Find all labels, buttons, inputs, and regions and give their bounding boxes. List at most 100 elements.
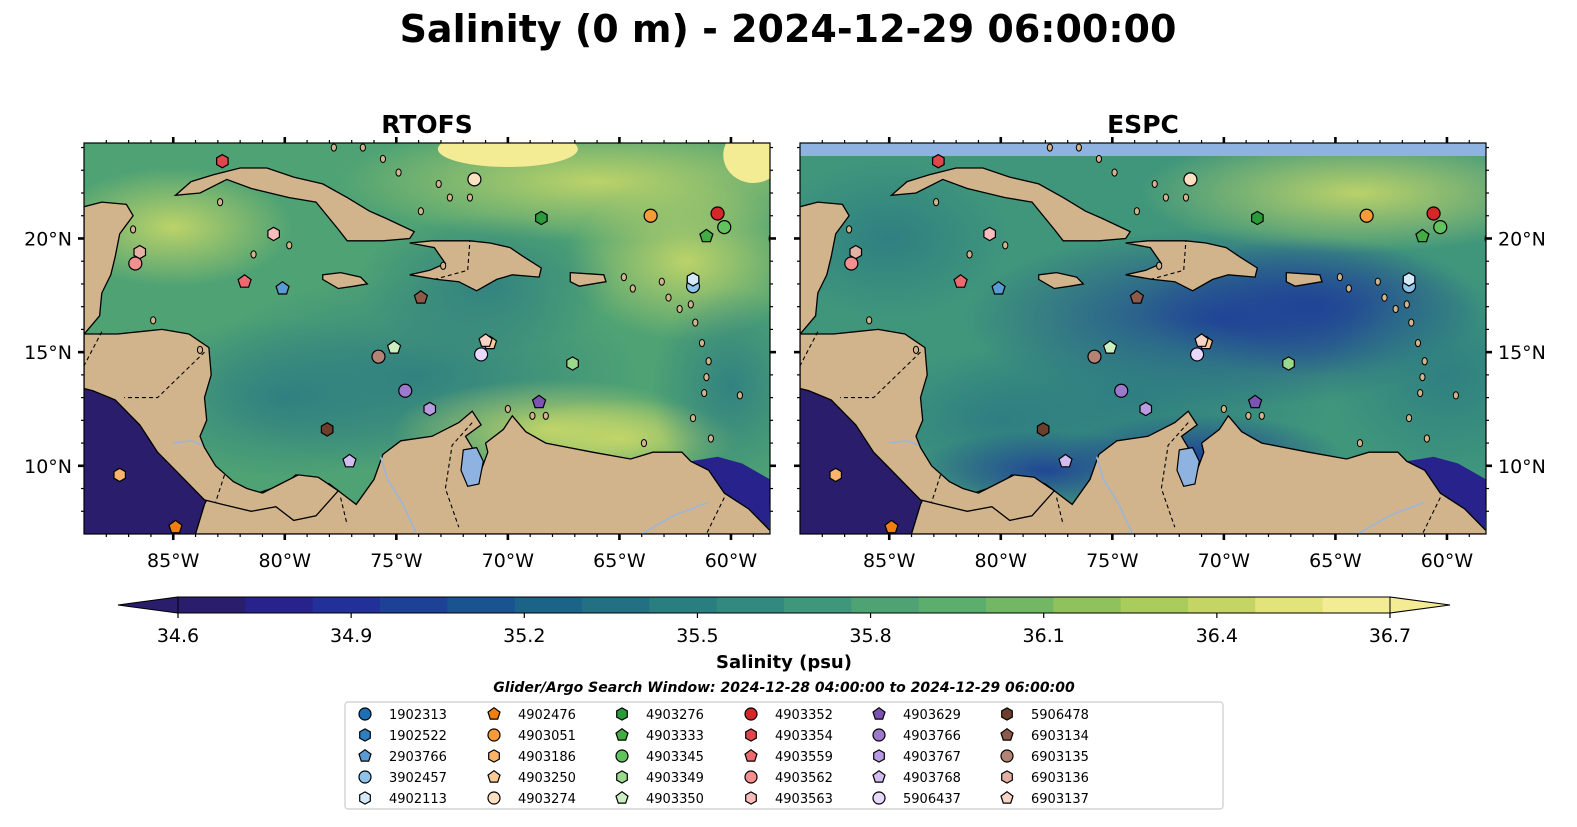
float-marker-4903354 [931, 153, 945, 169]
colorbar-tick-label: 36.4 [1196, 625, 1238, 647]
island [932, 198, 940, 207]
legend-marker-4902476 [487, 706, 501, 720]
river [379, 456, 418, 534]
island [1111, 168, 1118, 177]
legend-label: 3902457 [389, 771, 447, 786]
float-marker-5906478 [320, 422, 334, 437]
lon-tick-label: 65°W [593, 550, 646, 572]
river [1095, 456, 1134, 534]
float-marker-4903333 [699, 228, 714, 243]
island [1421, 357, 1428, 366]
island [446, 193, 453, 202]
island [1162, 193, 1169, 202]
legend-label: 4903562 [775, 771, 833, 786]
float-marker-4903051 [1359, 208, 1374, 223]
island [689, 413, 697, 423]
colorbar-extend-max [1389, 596, 1451, 614]
country-border [840, 351, 921, 399]
float-marker-4902476 [884, 519, 899, 534]
float-marker-4903559 [953, 274, 968, 288]
island [640, 438, 648, 448]
legend-marker-4903345 [615, 749, 629, 763]
island [250, 250, 257, 259]
float-marker-6903135 [1087, 349, 1102, 364]
legend-marker-2903766 [358, 748, 372, 762]
legend-label: 4902476 [518, 708, 576, 723]
colorbar-tick-label: 34.6 [157, 625, 199, 647]
float-marker-4903354 [216, 153, 229, 169]
float-marker-4903349 [1282, 356, 1295, 371]
float-marker-2903766 [275, 280, 290, 295]
island [1392, 304, 1399, 314]
lake-maracaibo [1176, 446, 1200, 487]
colorbar-segment [582, 597, 650, 613]
float-marker-6903134 [413, 290, 429, 304]
lat-tick-label: 15°N [1498, 342, 1546, 364]
lon-tick-label: 70°W [1198, 550, 1251, 572]
legend-marker-4903186 [488, 749, 500, 763]
legend-label: 6903135 [1031, 750, 1089, 765]
float-marker-4902476 [168, 519, 183, 534]
legend-label: 4903350 [646, 792, 704, 807]
float-marker-4903333 [1415, 228, 1430, 243]
island [707, 434, 714, 443]
island [1245, 411, 1252, 420]
colorbar-segment [245, 597, 314, 613]
legend-label: 4903186 [518, 750, 576, 765]
colorbar-segment [649, 597, 718, 613]
island [196, 345, 204, 354]
island [705, 357, 712, 366]
island [866, 316, 873, 325]
legend-marker-4903563 [745, 791, 757, 805]
country-border [1160, 422, 1189, 528]
legend-label: 4903349 [646, 771, 704, 786]
legend-marker-4903559 [744, 748, 758, 762]
colorbar-extend-min [117, 596, 179, 614]
lon-tick-label: 85°W [863, 550, 916, 572]
float-marker-4903766 [398, 383, 413, 398]
legend-label: 4903274 [518, 792, 576, 807]
colorbar-segment [1120, 597, 1189, 613]
island [692, 318, 699, 327]
colorbar-tick-label: 35.5 [676, 625, 718, 647]
island [1075, 143, 1082, 152]
legend-label: 6903136 [1031, 771, 1089, 786]
land-jamaica [322, 271, 369, 290]
float-marker-4903559 [237, 274, 252, 288]
float-marker-4903350 [1102, 340, 1118, 354]
colorbar-tick-label: 35.2 [503, 625, 545, 647]
island [359, 143, 366, 152]
island [129, 225, 137, 234]
legend-label: 6903137 [1031, 792, 1089, 807]
island [1151, 179, 1158, 189]
legend-label: 5906437 [903, 792, 961, 807]
island [1417, 388, 1424, 398]
colorbar-segment [380, 597, 448, 613]
island [701, 388, 708, 398]
float-marker-4903629 [531, 394, 547, 409]
island [216, 198, 224, 207]
island [658, 277, 665, 286]
island [703, 373, 710, 382]
legend-marker-4903349 [616, 770, 628, 784]
land-cuba [173, 167, 416, 242]
island [1408, 318, 1415, 327]
colorbar-segment [178, 597, 246, 613]
float-marker-4903274 [467, 172, 482, 187]
float-marker-4903767 [1139, 401, 1153, 417]
float-marker-4903766 [1114, 383, 1129, 398]
legend-label: 4902113 [389, 792, 447, 807]
island [629, 284, 636, 293]
legend-label: 4903345 [646, 750, 704, 765]
lon-tick-label: 75°W [1086, 550, 1139, 572]
island [1182, 193, 1190, 202]
legend-label: 6903134 [1031, 729, 1089, 744]
island [286, 241, 293, 250]
float-marker-4903051 [643, 208, 658, 223]
legend-marker-4903768 [872, 769, 886, 783]
legend-label: 4903766 [903, 729, 961, 744]
lon-tick-label: 80°W [975, 550, 1028, 572]
legend-marker-6903134 [1000, 727, 1014, 741]
island [150, 316, 157, 325]
colorbar-segment [1322, 597, 1391, 613]
